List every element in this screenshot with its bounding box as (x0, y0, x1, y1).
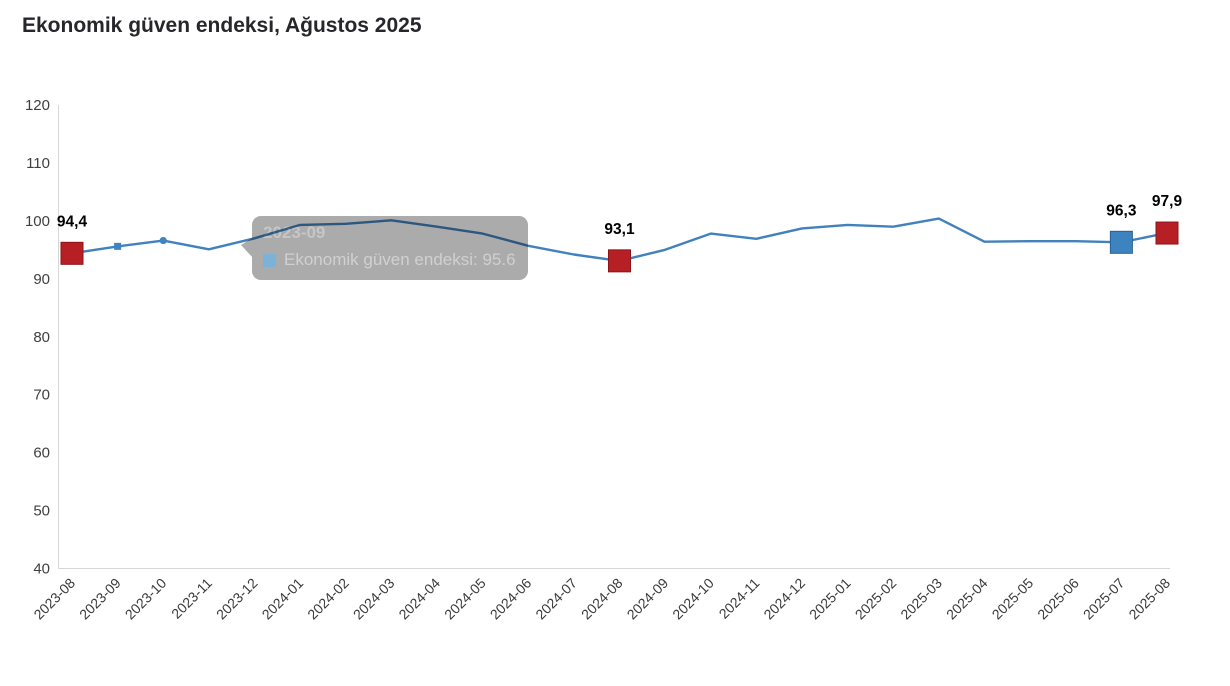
x-axis-tick-label: 2023-08 (30, 575, 78, 623)
series-symbol-icon (263, 253, 276, 267)
y-axis-tick-label: 70 (33, 387, 50, 404)
x-axis-tick-label: 2024-08 (578, 575, 626, 623)
chart-title: Ekonomik güven endeksi, Ağustos 2025 (22, 14, 422, 37)
y-axis-tick-label: 60 (33, 445, 50, 462)
x-axis-tick-label: 2024-03 (350, 575, 398, 623)
x-axis-tick-label: 2023-11 (168, 575, 215, 622)
data-label-2025-07: 96,3 (1106, 202, 1137, 219)
x-axis-tick-label: 2025-03 (897, 575, 945, 623)
x-axis-tick-label: 2024-01 (259, 575, 307, 623)
y-axis-tick-label: 120 (25, 97, 50, 114)
tooltip-arrow-icon (241, 237, 254, 259)
data-label-2023-08: 94,4 (57, 213, 88, 230)
x-axis-tick-label: 2025-08 (1125, 575, 1173, 623)
x-axis-tick-label: 2024-10 (669, 575, 717, 623)
y-axis-tick-label: 90 (33, 271, 50, 288)
y-axis-tick-label: 110 (26, 155, 50, 172)
tooltip-series-value: Ekonomik güven endeksi: 95.6 (284, 250, 516, 269)
x-axis-tick-label: 2025-02 (852, 575, 900, 623)
x-axis-tick-label: 2024-07 (532, 575, 580, 623)
x-axis-tick-label: 2024-12 (760, 575, 808, 623)
x-axis-tick-label: 2023-12 (213, 575, 261, 623)
data-label-2024-08: 93,1 (604, 221, 635, 238)
tooltip: 2023-09 Ekonomik güven endeksi: 95.6 (241, 216, 528, 280)
highlight-marker-2025-08[interactable] (1155, 221, 1179, 245)
y-axis-tick-label: 50 (33, 503, 50, 520)
x-axis-tick-label: 2025-04 (943, 575, 991, 623)
x-axis-tick-label: 2024-06 (487, 575, 535, 623)
highlight-marker-2023-08[interactable] (60, 241, 84, 265)
y-axis-tick-label: 100 (25, 213, 50, 230)
x-axis-tick-label: 2024-05 (441, 575, 489, 623)
y-axis-tick-label: 80 (33, 329, 50, 346)
tooltip-header: 2023-09 (263, 223, 326, 242)
x-axis-tick-label: 2025-07 (1080, 575, 1128, 623)
x-axis-tick-label: 2024-09 (624, 575, 672, 623)
x-axis-tick-label: 2023-09 (76, 575, 124, 623)
x-axis-tick-label: 2025-01 (806, 575, 854, 623)
x-axis-tick-label: 2023-10 (122, 575, 170, 623)
x-axis-tick-label: 2024-02 (304, 575, 352, 623)
tooltip-series-row: Ekonomik güven endeksi: 95.6 (263, 250, 518, 270)
x-axis-tick-label: 2025-05 (989, 575, 1037, 623)
highlight-marker-2025-07[interactable] (1109, 230, 1133, 254)
x-axis-tick-label: 2025-06 (1034, 575, 1082, 623)
point-marker-2023-09[interactable] (114, 242, 122, 250)
point-marker-2023-10[interactable] (159, 236, 167, 245)
x-axis-tick-label: 2024-04 (395, 575, 443, 623)
data-label-2025-08: 97,9 (1152, 193, 1183, 210)
highlight-marker-2024-08[interactable] (608, 249, 631, 273)
y-axis-tick-label: 40 (33, 561, 50, 578)
x-axis-tick-label: 2024-11 (716, 575, 763, 622)
